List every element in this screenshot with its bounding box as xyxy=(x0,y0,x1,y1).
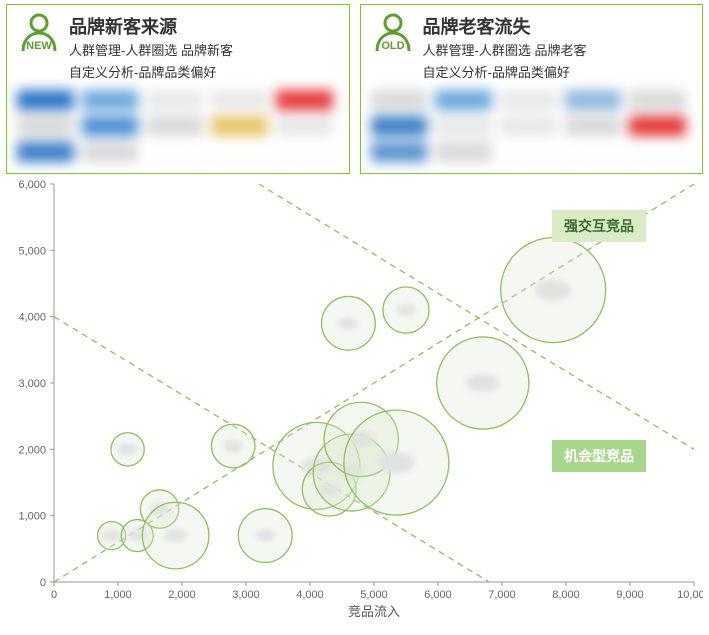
svg-text:竞品流入: 竞品流入 xyxy=(348,604,400,619)
card-old-blurred-content xyxy=(371,90,693,164)
svg-text:9,000: 9,000 xyxy=(616,589,644,601)
svg-text:1,000: 1,000 xyxy=(18,511,46,523)
chart-label-strong: 强交互竞品 xyxy=(552,210,646,242)
card-new-blurred-content xyxy=(17,90,339,164)
svg-text:6,000: 6,000 xyxy=(18,180,46,191)
svg-text:OLD: OLD xyxy=(381,40,404,52)
svg-text:2,000: 2,000 xyxy=(168,589,196,601)
svg-text:10,000: 10,000 xyxy=(677,589,703,601)
card-old-title: 品牌老客流失 xyxy=(423,13,587,39)
card-old-customers: OLD 品牌老客流失 人群管理-人群圈选 品牌老客 自定义分析-品牌品类偏好 xyxy=(360,4,704,174)
chart-label-opportunity: 机会型竞品 xyxy=(552,440,646,472)
svg-text:4,000: 4,000 xyxy=(18,312,46,324)
card-old-sub2: 自定义分析-品牌品类偏好 xyxy=(423,63,587,83)
card-new-customers: NEW 品牌新客来源 人群管理-人群圈选 品牌新客 自定义分析-品牌品类偏好 xyxy=(6,4,350,174)
svg-text:2,000: 2,000 xyxy=(18,444,46,456)
svg-text:1,000: 1,000 xyxy=(104,589,132,601)
svg-text:4,000: 4,000 xyxy=(296,589,324,601)
svg-text:7,000: 7,000 xyxy=(488,589,516,601)
svg-text:5,000: 5,000 xyxy=(360,589,388,601)
bubble-chart: 0 1,000 2,000 3,000 4,000 5,000 6,000 0 1,000 2,0… xyxy=(6,180,703,630)
new-badge-icon: NEW xyxy=(17,11,61,55)
svg-text:8,000: 8,000 xyxy=(552,589,580,601)
svg-text:3,000: 3,000 xyxy=(18,378,46,390)
card-new-sub2: 自定义分析-品牌品类偏好 xyxy=(69,63,233,83)
svg-text:NEW: NEW xyxy=(26,40,52,52)
card-new-sub1: 人群管理-人群圈选 品牌新客 xyxy=(69,41,233,61)
card-old-sub1: 人群管理-人群圈选 品牌老客 xyxy=(423,41,587,61)
old-badge-icon: OLD xyxy=(371,11,415,55)
svg-text:5,000: 5,000 xyxy=(18,245,46,257)
svg-text:3,000: 3,000 xyxy=(232,589,260,601)
svg-text:6,000: 6,000 xyxy=(424,589,452,601)
svg-text:0: 0 xyxy=(51,589,57,601)
svg-text:0: 0 xyxy=(40,577,46,589)
card-new-title: 品牌新客来源 xyxy=(69,13,233,39)
